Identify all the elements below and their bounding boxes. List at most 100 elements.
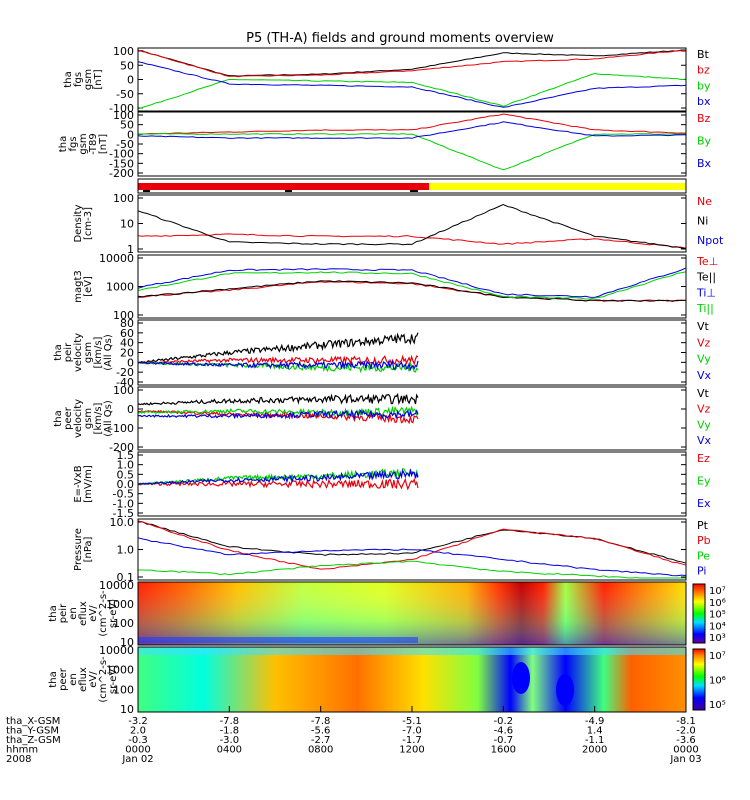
series-temperature-1 bbox=[137, 280, 686, 302]
legend-pressure-0: Pt bbox=[697, 519, 709, 532]
ytick-label: -20 bbox=[116, 366, 134, 379]
series-e-field-2 bbox=[137, 468, 419, 486]
xaxis-value: Jan 03 bbox=[669, 754, 701, 765]
mode-tick-2 bbox=[410, 190, 418, 192]
ylabel-density: Density[cm-3] bbox=[73, 204, 94, 242]
ylabel-peer-velocity: thapeervelocitygsm[km/s](All Qs) bbox=[53, 399, 114, 438]
xaxis-row-label: tha_X-GSM bbox=[6, 716, 60, 727]
legend-e-field-1: Ey bbox=[697, 474, 711, 487]
xaxis-value: -1.1 bbox=[585, 735, 605, 746]
ytick-label: 10000 bbox=[99, 252, 134, 265]
xaxis-value: -3.2 bbox=[128, 716, 148, 727]
ylabel-line: eV/ bbox=[88, 605, 99, 622]
ylabel-line: [mV/m] bbox=[83, 465, 94, 503]
ylabel-line: Pressure bbox=[73, 528, 84, 571]
ylabel-line: eflux bbox=[78, 601, 89, 626]
series-density-0 bbox=[137, 233, 687, 249]
ytick-label: -100 bbox=[109, 422, 134, 435]
spectrogram-overlay bbox=[138, 582, 686, 645]
ylabel-line: gsm bbox=[83, 408, 94, 429]
ytick-label: 100 bbox=[113, 45, 134, 58]
series-fgs-t89-0 bbox=[138, 113, 687, 135]
ylabel-line: [cm-3] bbox=[83, 207, 94, 240]
legend-peer-velocity-2: Vy bbox=[697, 418, 711, 431]
ylabel-fgs-t89: thafgsgsm-T89[nT] bbox=[58, 133, 109, 155]
ytick-label: 50 bbox=[120, 59, 134, 72]
xaxis-value: -5.1 bbox=[402, 716, 422, 727]
legend-fgs-gsm-0: Bt bbox=[697, 48, 710, 61]
panel-frame bbox=[137, 194, 687, 253]
colorbar-tick: 10⁶ bbox=[709, 598, 726, 609]
colorbar-tick: 10⁴ bbox=[709, 621, 726, 632]
ylabel-line: (cm^2-s- bbox=[98, 656, 109, 703]
legend-pressure-3: Pi bbox=[697, 564, 706, 577]
xaxis-value: -8.1 bbox=[676, 716, 696, 727]
ylabel-line: peir bbox=[63, 342, 74, 362]
ytick-label: -100 bbox=[109, 148, 134, 161]
panel-peir-spectrogram: 10000100010010thapeirenefluxeV/(cm^2-s-s… bbox=[48, 579, 726, 649]
xaxis-value: 0800 bbox=[308, 745, 333, 756]
ylabel-line: fgs bbox=[73, 72, 84, 87]
xaxis-value: -7.8 bbox=[220, 716, 240, 727]
colorbar-tick: 10⁵ bbox=[709, 610, 726, 621]
series-fgs-t89-1 bbox=[137, 133, 687, 171]
ylabel-line: peer bbox=[58, 667, 69, 691]
ytick-label: 0 bbox=[127, 403, 134, 416]
ylabel-line: gsm bbox=[83, 69, 94, 90]
series-fgs-gsm-2 bbox=[137, 72, 687, 110]
xaxis-value: -0.3 bbox=[128, 735, 148, 746]
ytick-label: 10 bbox=[120, 703, 134, 716]
ytick-label: 80 bbox=[120, 317, 134, 330]
ylabel-line: gsm bbox=[83, 342, 94, 363]
ytick-label: 0.1 bbox=[117, 571, 135, 584]
ylabel-line: (All Qs) bbox=[103, 334, 114, 371]
colorbar-tick: 10⁶ bbox=[709, 676, 726, 687]
ylabel-line: peer bbox=[63, 406, 74, 430]
ylabel-line: tha bbox=[53, 410, 64, 426]
colorbar-tick: 10⁷ bbox=[709, 651, 726, 662]
panel-frame bbox=[137, 386, 687, 451]
ytick-label: 60 bbox=[120, 327, 134, 340]
ylabel-line: sr-eV) bbox=[108, 599, 119, 628]
legend-peir-velocity-0: Vt bbox=[697, 320, 710, 333]
ytick-label: -50 bbox=[116, 138, 134, 151]
ytick-label: 10 bbox=[120, 218, 134, 231]
xaxis-value: Jan 02 bbox=[121, 754, 153, 765]
ytick-label: -40 bbox=[116, 376, 134, 389]
ylabel-line: tha bbox=[48, 671, 59, 687]
ytick-label: -200 bbox=[109, 167, 134, 180]
ytick-label: -1.0 bbox=[113, 497, 134, 510]
xaxis-value: -4.6 bbox=[494, 726, 514, 737]
legend-peer-velocity-3: Vx bbox=[697, 434, 712, 447]
series-peer-velocity-0 bbox=[138, 392, 419, 406]
panel-frame bbox=[137, 581, 687, 646]
legend-peir-velocity-1: Vz bbox=[697, 336, 711, 349]
ytick-label: 100 bbox=[113, 683, 134, 696]
legend-temperature-0: Te⊥ bbox=[696, 255, 718, 268]
mode-segment-fast bbox=[429, 183, 686, 190]
panel-frame bbox=[137, 319, 687, 386]
ylabel-peer-spectrogram: thapeerenefluxeV/(cm^2-s-sr-eV) bbox=[48, 656, 119, 703]
legend-density-1: Ni bbox=[697, 215, 708, 228]
ytick-label: 1000 bbox=[106, 664, 134, 677]
xaxis-value: -7.8 bbox=[311, 716, 331, 727]
ylabel-pressure: Pressure[nPa] bbox=[73, 528, 94, 571]
xaxis-value: 0000 bbox=[673, 745, 698, 756]
xaxis-value: -0.2 bbox=[494, 716, 514, 727]
panel-peer-velocity: 100 0 -100 -200 thapeervelocitygsm[km/s](All… bbox=[53, 384, 712, 454]
x-axis-annotation: tha_X-GSM -3.2 -7.8 -7.8 -5.1 -0.2 -4.9 -8.1 tha… bbox=[6, 706, 702, 765]
legend-density-2: Npot bbox=[697, 234, 724, 247]
panel-frame bbox=[137, 451, 687, 517]
panel-frame bbox=[137, 47, 687, 112]
ylabel-line: gsm bbox=[78, 133, 89, 154]
legend-peer-velocity-0: Vt bbox=[697, 387, 710, 400]
legend-temperature-3: Ti|| bbox=[696, 302, 714, 315]
ylabel-line: en bbox=[68, 607, 79, 620]
xaxis-row-label: hhmm bbox=[6, 745, 38, 756]
mode-bar-frame bbox=[137, 178, 687, 194]
ytick-label: 100 bbox=[113, 109, 134, 122]
ylabel-line: -T89 bbox=[88, 133, 99, 155]
ylabel-fgs-gsm: thafgsgsm[nT] bbox=[63, 69, 104, 90]
ytick-label: 1000 bbox=[106, 281, 134, 294]
